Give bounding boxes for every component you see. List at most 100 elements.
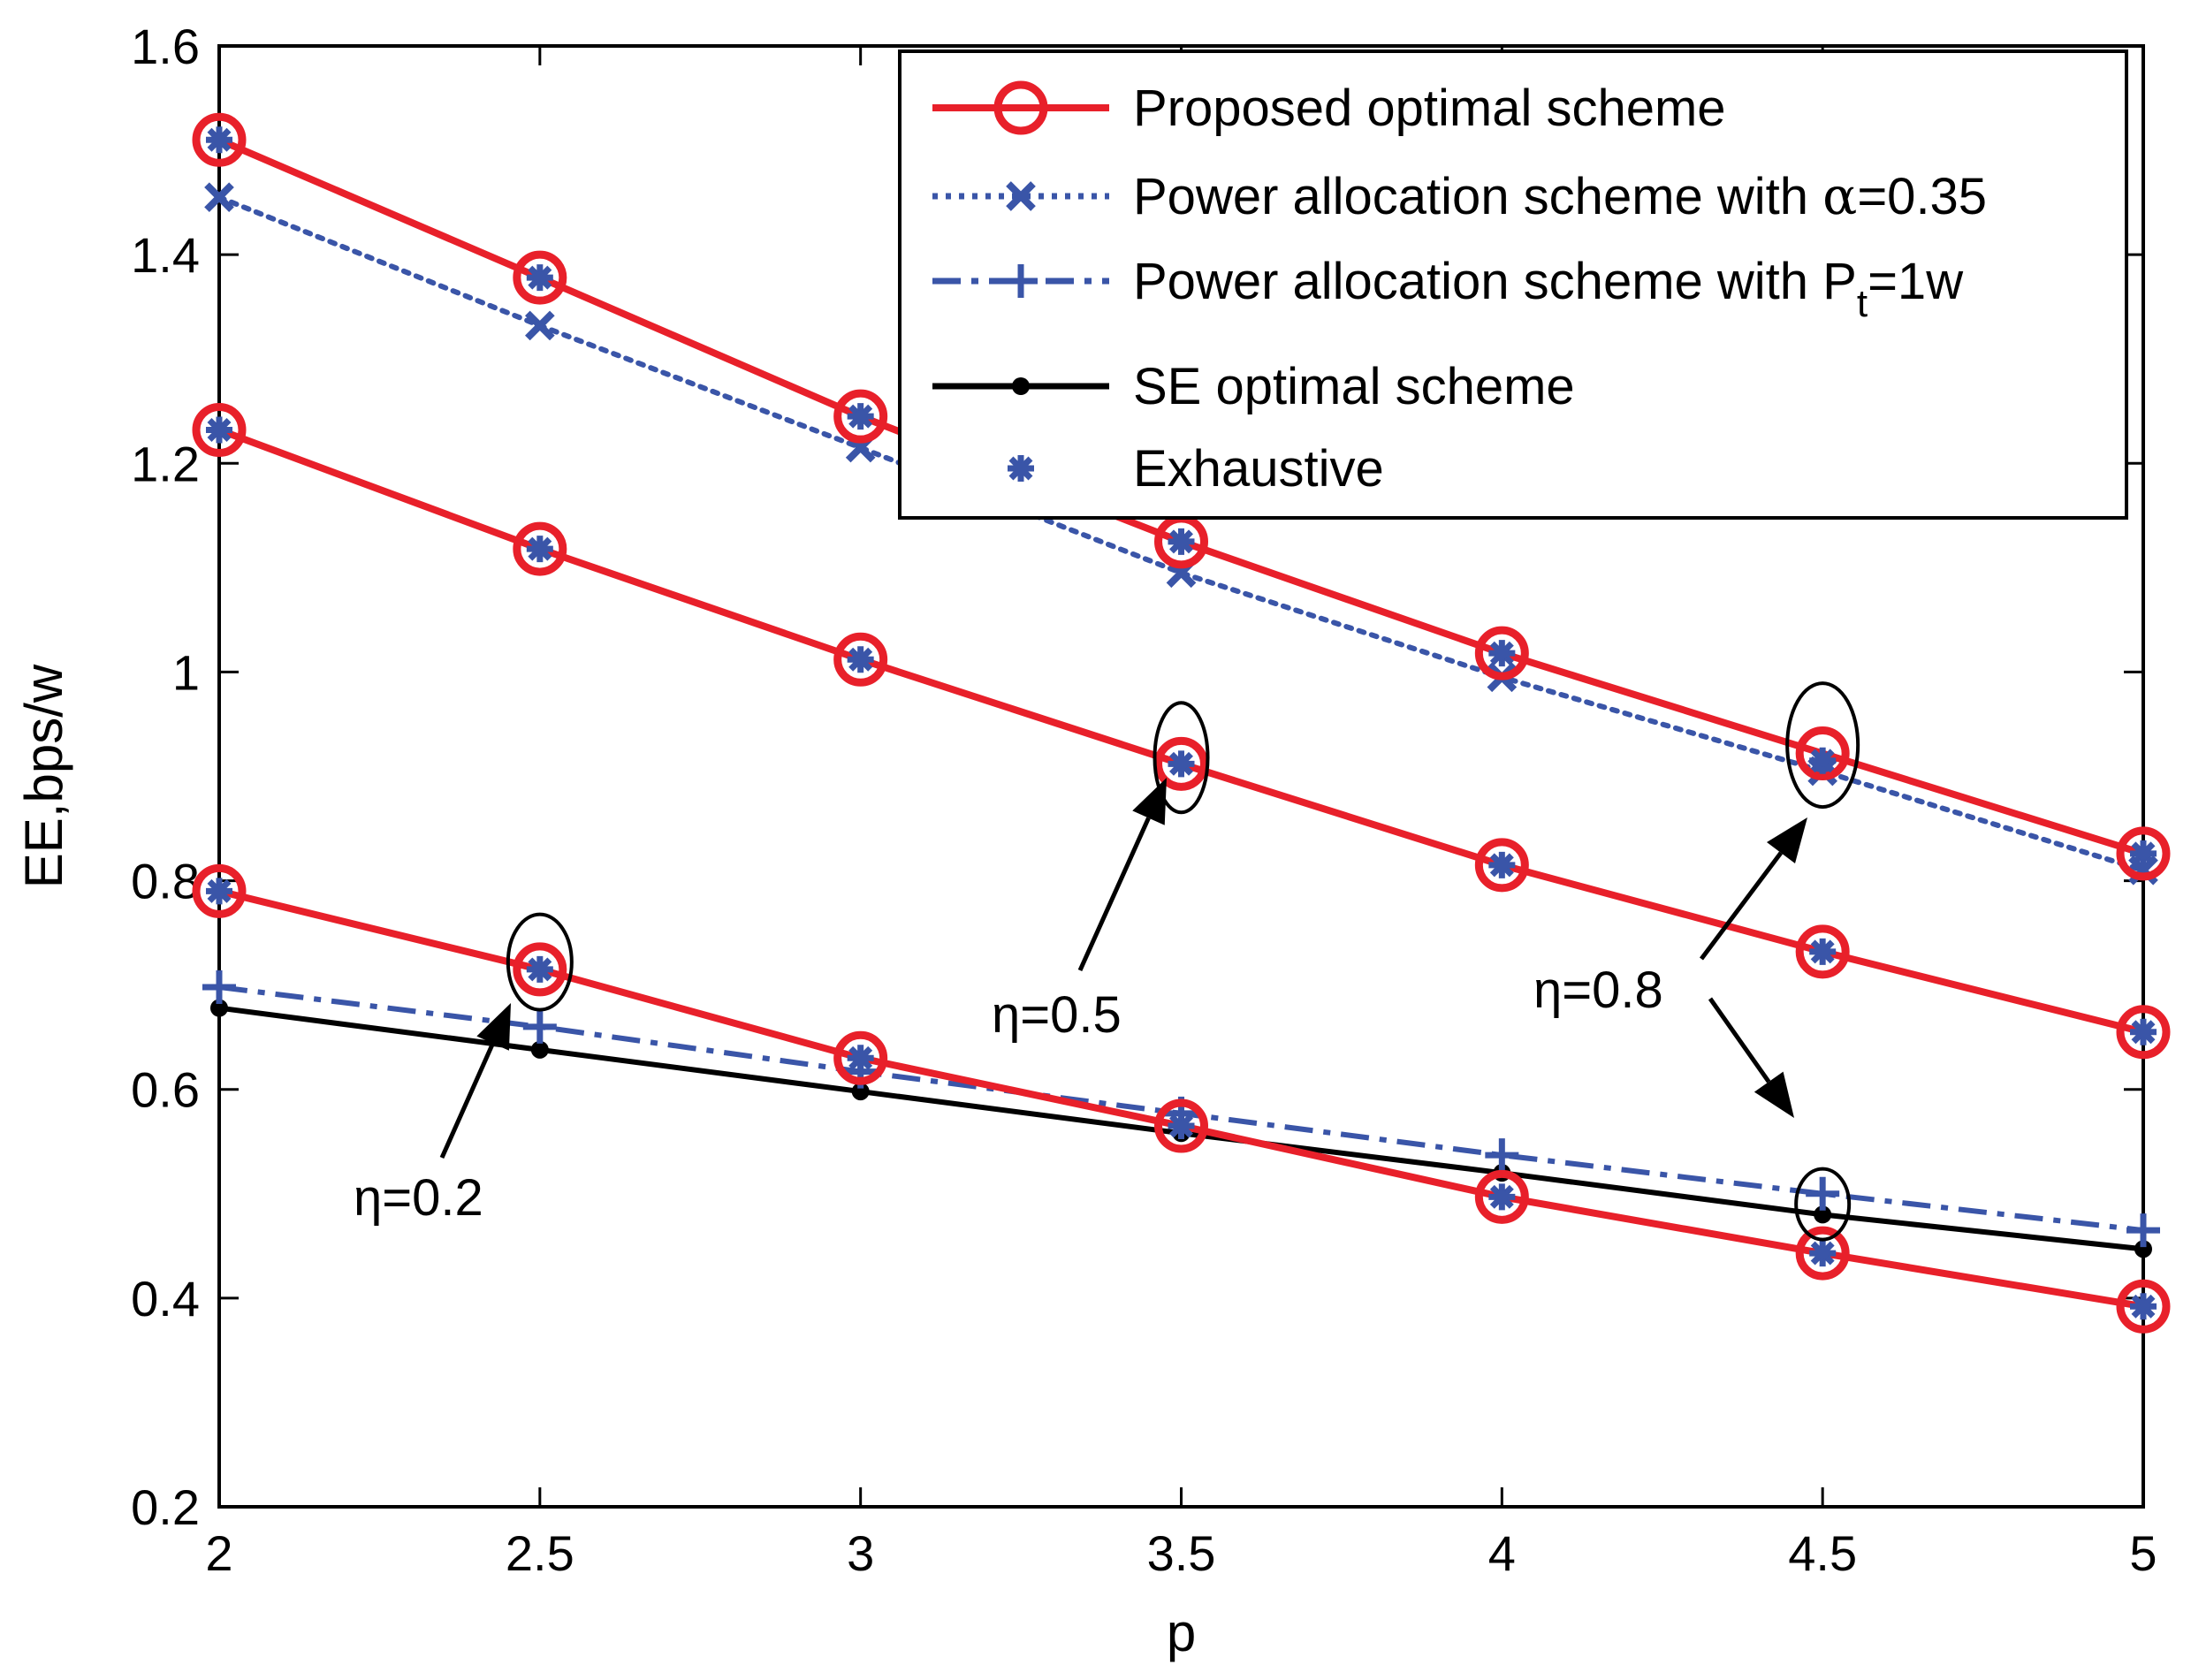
legend-entry: Power allocation scheme with α=0.35 [932,166,1987,226]
series-eta=0.8-proposed-optimal-scheme-point [2116,826,2171,881]
y-tick-label: 0.4 [131,1271,200,1327]
legend-label: Power allocation scheme with α=0.35 [1133,166,1987,226]
annotation-arrow [1077,778,1167,972]
series-eta=0.2-proposed-optimal-scheme-point [192,863,247,918]
plot-area [192,112,2171,1334]
annotation-label: η=0.8 [1533,962,1663,1019]
legend-marker [1004,264,1038,298]
series-eta=0.5-proposed-optimal-scheme-point [1154,736,1208,791]
annotation-arrow [1700,817,1807,961]
series-eta=0.5-exhaustive-point [526,536,553,563]
axes: 2 2.5 3 3.5 4 4.5 5 0.2 0.4 0.6 0.8 1 1.2 1.4 1.6 [131,19,2157,1581]
series-eta=0.2-power-allocation-scheme-with-pt-1w-point [1485,1138,1519,1173]
x-tick-label: 4 [1488,1525,1516,1581]
series-eta=0.5-exhaustive-point [1168,750,1195,778]
legend-marker [1006,181,1036,211]
series-eta=0.8-proposed-optimal-scheme-point [833,389,888,444]
y-tick-label: 0.6 [131,1062,200,1118]
series-eta=0.8-exhaustive-point [2130,840,2157,867]
y-tick-label: 0.2 [131,1479,200,1535]
legend-label: Exhaustive [1133,440,1384,498]
annotation-arrow [439,1003,511,1159]
series-eta=0.8-exhaustive-point [1168,528,1195,555]
series-eta=0.2-se-optimal-scheme-point [530,1040,549,1059]
highlight-ellipse [1794,1167,1852,1242]
x-tick-label: 2.5 [506,1525,574,1581]
series-eta=0.5-proposed-optimal-scheme-point [1795,924,1850,979]
legend-label: SE optimal scheme [1133,358,1575,415]
legend-box [898,49,2128,520]
legend-marker [1012,377,1030,395]
legend: Proposed optimal scheme Power allocation … [898,49,2128,520]
annotation-arrow [1708,997,1794,1118]
series-eta=0.2-proposed-optimal-scheme-point [1154,1098,1208,1153]
highlight-ellipse [506,912,574,1012]
y-tick-label: 1.2 [131,436,200,491]
series-eta=0.5-proposed-optimal-scheme-point [833,632,888,687]
series-eta=0.2-se-optimal-scheme-point [851,1083,870,1101]
series-eta=0.8-exhaustive-point [526,264,553,292]
annotations: η=0.2 η=0.5 η=0.8 [354,681,1860,1242]
series-eta=0.2-exhaustive-point [206,878,232,905]
y-tick-label: 1 [172,644,200,700]
annotation-label: η=0.5 [992,986,1122,1044]
series-eta=0.5-exhaustive-point [1488,851,1516,878]
series-eta=0.8-power-allocation-scheme-with-0-35-point [525,310,555,341]
legend-entry: Proposed optimal scheme [932,80,1726,137]
legend-label: Proposed optimal scheme [1133,80,1726,137]
series-eta=0.5-exhaustive-point [206,416,232,444]
annotation-label: η=0.2 [354,1169,483,1227]
x-tick-label: 3 [847,1525,874,1581]
x-tick-label: 3.5 [1147,1525,1216,1581]
series-eta=0.2-exhaustive-point [1809,1240,1837,1267]
series-eta=0.2-power-allocation-scheme-with-pt-1w-point [202,970,236,1004]
series-eta=0.2-se-optimal-scheme-point [2134,1240,2152,1258]
series-eta=0.2-proposed-optimal-scheme-point [2116,1279,2171,1334]
series-eta=0.2-exhaustive-point [2130,1293,2157,1320]
legend-marker [1008,455,1034,482]
series-eta=0.8-exhaustive-point [1809,747,1837,774]
series-eta=0.5-proposed-optimal-scheme-point [192,403,247,458]
y-axis-label: EE,bps/w [14,664,73,888]
x-axis-label: p [1167,1603,1196,1662]
series-eta=0.2-proposed-optimal-scheme-point [1795,1226,1850,1281]
series-eta=0.2-exhaustive-point [847,1045,874,1072]
series-eta=0.8-proposed-optimal-scheme-point [1474,626,1529,680]
legend-label: Power allocation scheme with Pt=1w [1133,253,1964,325]
series-eta=0.8-exhaustive-point [847,403,874,430]
legend-entry: Exhaustive [1008,440,1384,498]
series-eta=0.2-exhaustive-point [1168,1113,1195,1140]
highlight-ellipse [1785,681,1860,810]
series-eta=0.8-exhaustive-point [1488,640,1516,667]
x-tick-label: 5 [2129,1525,2157,1581]
series-eta=0.2-se-optimal-scheme-point [1814,1205,1832,1224]
highlight-ellipse [1153,701,1210,815]
series-eta=0.2-exhaustive-point [526,955,553,983]
series-eta=0.2-proposed-optimal-scheme-point [833,1030,888,1085]
series-eta=0.2-power-allocation-scheme-with-pt-1w-point [1806,1176,1840,1211]
x-tick-label: 2 [205,1525,232,1581]
series-eta=0.2-power-allocation-scheme-with-pt-1w-point [2126,1213,2160,1248]
series-eta=0.8-proposed-optimal-scheme-point [1795,726,1850,781]
legend-entry: SE optimal scheme [932,358,1575,415]
series-eta=0.2-proposed-optimal-scheme-point [1474,1169,1529,1224]
series-eta=0.5-proposed-optimal-scheme-point [513,521,567,576]
y-tick-label: 1.6 [131,19,200,74]
series-eta=0.8-power-allocation-scheme-with-0-35-point [204,182,234,213]
legend-marker [993,80,1048,135]
series-eta=0.8-proposed-optimal-scheme-point [513,250,567,305]
series-eta=0.5-exhaustive-point [847,646,874,673]
y-tick-label: 0.8 [131,854,200,909]
series-eta=0.8-exhaustive-point [206,126,232,154]
x-tick-label: 4.5 [1788,1525,1857,1581]
y-tick-label: 1.4 [131,227,200,283]
series-eta=0.5-exhaustive-point [1809,938,1837,965]
series-eta=0.2-se-optimal-scheme-point [210,999,228,1017]
series-eta=0.5-exhaustive-point [2130,1018,2157,1045]
series-eta=0.5-proposed-optimal-scheme-point [1474,838,1529,893]
series-eta=0.8-proposed-optimal-scheme-point [192,112,247,167]
series-eta=0.2-proposed-optimal-scheme-point [513,942,567,997]
legend-entry: Power allocation scheme with Pt=1w [932,253,1964,325]
series-eta=0.5-proposed-optimal-scheme-point [2116,1005,2171,1060]
